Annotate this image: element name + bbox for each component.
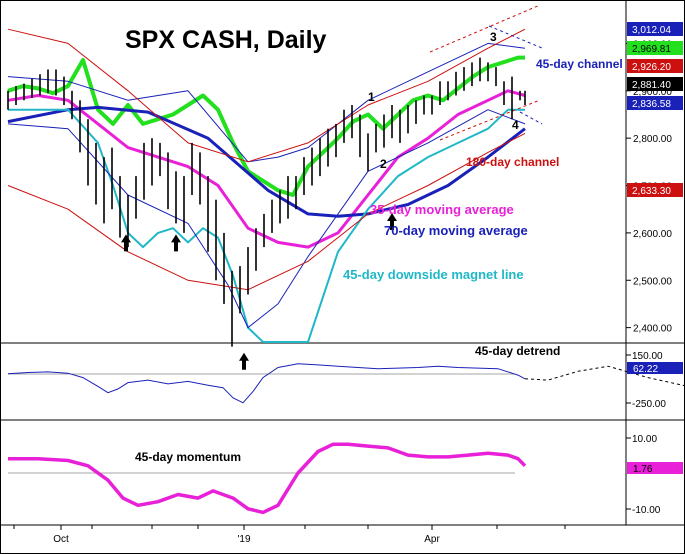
series-line-7 [7, 132, 526, 291]
annotation-cycle-4: 4 [512, 118, 519, 132]
turn-arrows [121, 213, 397, 370]
price-tag-box [627, 41, 683, 55]
price-tag-label: 2,926.20 [632, 62, 671, 73]
price-tick-label: 2,400.00 [633, 324, 672, 335]
detrend-line [7, 363, 526, 404]
annotation-70-day-ma: 70-day moving average [384, 223, 528, 238]
price-tag-label: 2,881.40 [632, 80, 671, 91]
detrend-tag-label: 62.22 [633, 364, 658, 375]
momentum-tick-top: 10.00 [632, 434, 657, 445]
detrend-label: 45-day detrend [475, 344, 560, 358]
annotation-cycle-2: 2 [380, 157, 387, 171]
series-line-5 [7, 109, 526, 329]
up-arrow [121, 234, 131, 252]
annotation-cycle-1: 1 [368, 90, 375, 104]
series-line-6 [7, 28, 526, 163]
up-arrow [171, 234, 181, 252]
series-line-4 [7, 42, 526, 163]
detrend-forecast-line [524, 365, 685, 387]
momentum-tick-bottom: -10.00 [632, 505, 661, 516]
price-bars-group [7, 57, 526, 347]
series-line-0 [7, 55, 525, 197]
annotation-magnet-line: 45-day downside magnet line [343, 267, 524, 282]
detrend-tick-top: 150.00 [632, 351, 663, 362]
up-arrow [387, 213, 397, 231]
annotation-45-day-channel: 45-day channel [536, 57, 623, 71]
annotation-cycle-3: 3 [490, 30, 497, 44]
price-tags: 3,012.04 2,969.81 2,926.20 2,881.40 2,836.58… [627, 22, 683, 197]
annotation-180-day-channel: 180-day channel [466, 155, 559, 169]
price-tag-label: 2,969.81 [632, 44, 671, 55]
time-tick-label: '19 [237, 534, 250, 545]
projection-upper-180-channel [429, 4, 541, 53]
price-tick-label: 2,500.00 [633, 276, 672, 287]
time-tick-label: Oct [53, 534, 69, 545]
annotation-35-day-ma: 35-day moving average [370, 202, 514, 217]
momentum-tag-box [627, 462, 683, 474]
series-line-1 [7, 89, 526, 249]
price-tag-box [627, 59, 683, 73]
price-tag-box [627, 183, 683, 197]
price-tick-label: 2,900.00 [633, 87, 672, 98]
momentum-series-group [8, 442, 527, 515]
price-tick-label: 2,800.00 [633, 134, 672, 145]
price-tag-label: 3,012.04 [632, 25, 671, 36]
up-arrow [239, 352, 249, 370]
price-tag-box [627, 96, 683, 110]
detrend-series-group [7, 363, 685, 404]
chart-title: SPX CASH, Daily [125, 26, 327, 54]
time-axis: Oct '19 Apr [13, 525, 566, 545]
price-series-group [7, 4, 543, 343]
momentum-line [8, 442, 527, 515]
price-tag-box [627, 77, 683, 91]
price-tag-label: 2,633.30 [632, 186, 671, 197]
momentum-tag-label: 1.76 [633, 464, 653, 475]
price-tag-box [627, 22, 683, 36]
price-tag-label: 2,836.58 [632, 99, 671, 110]
detrend-tick-bottom: -250.00 [632, 399, 666, 410]
time-tick-label: Apr [424, 534, 440, 545]
projection-lower-45-channel [519, 111, 543, 125]
detrend-tag-box [627, 362, 683, 374]
series-line-2 [7, 105, 526, 218]
momentum-label: 45-day momentum [135, 450, 241, 464]
price-tick-label: 2,600.00 [633, 229, 672, 240]
